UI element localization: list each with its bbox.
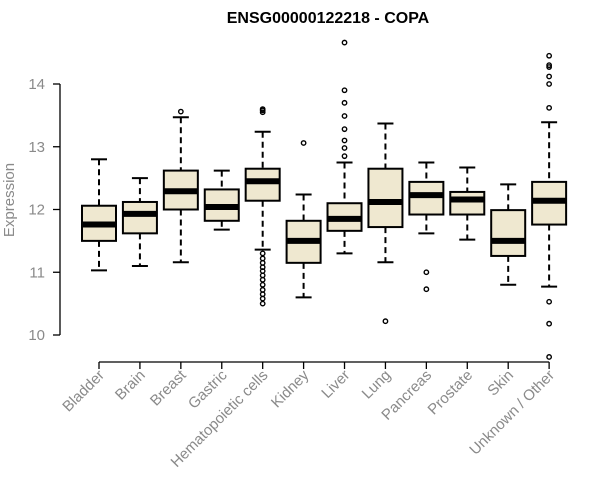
outlier-point xyxy=(341,99,348,106)
outlier-point xyxy=(546,73,553,80)
outlier-point xyxy=(546,62,553,69)
outlier-point xyxy=(546,52,553,59)
box-gastric xyxy=(203,169,240,231)
outlier-point xyxy=(423,286,430,293)
outlier-point xyxy=(546,320,553,327)
outlier-point xyxy=(341,126,348,133)
box-liver xyxy=(326,39,363,255)
box-pancreas xyxy=(408,161,445,293)
outlier-point xyxy=(259,276,266,283)
y-tick-label: 11 xyxy=(29,264,45,281)
x-tick-label: Brain xyxy=(112,367,149,404)
box-iqr xyxy=(121,200,158,235)
box-iqr xyxy=(490,209,527,257)
box-iqr xyxy=(408,180,445,216)
box-series xyxy=(81,39,568,360)
x-tick-label: Bladder xyxy=(59,367,108,416)
outlier-point xyxy=(341,137,348,144)
outlier-point xyxy=(341,113,348,119)
x-tick-label: Prostate xyxy=(425,367,477,419)
outlier-point xyxy=(546,354,553,360)
box-iqr xyxy=(244,167,281,202)
x-tick-label: Kidney xyxy=(268,366,313,411)
outlier-point xyxy=(382,318,389,325)
box-kidney xyxy=(285,140,322,299)
outlier-point xyxy=(423,269,430,276)
outlier-point xyxy=(300,140,307,146)
box-skin xyxy=(490,183,527,286)
box-prostate xyxy=(449,166,486,241)
outlier-point xyxy=(341,153,348,160)
outlier-point xyxy=(177,108,184,115)
y-tick-label: 10 xyxy=(28,327,45,344)
box-iqr xyxy=(449,190,486,216)
outlier-point xyxy=(259,106,266,113)
outlier-point xyxy=(259,295,266,302)
box-iqr xyxy=(367,167,404,229)
outlier-point xyxy=(546,104,553,111)
y-tick-label: 14 xyxy=(28,76,45,93)
outlier-point xyxy=(341,145,348,151)
x-tick-label: Skin xyxy=(484,367,517,400)
outlier-point xyxy=(546,298,553,305)
chart-title: ENSG00000122218 - COPA xyxy=(227,10,430,27)
box-hematopoietic-cells xyxy=(244,106,281,307)
x-tick-label: Breast xyxy=(147,366,190,409)
outlier-point xyxy=(259,281,266,288)
outlier-point xyxy=(259,300,266,307)
y-axis-title: Expression xyxy=(1,163,18,237)
box-brain xyxy=(121,177,158,267)
outlier-point xyxy=(259,250,266,257)
y-tick-label: 13 xyxy=(28,139,45,156)
box-unknown-other xyxy=(531,52,568,360)
outlier-point xyxy=(341,87,348,94)
box-bladder xyxy=(81,158,117,272)
y-tick-label: 12 xyxy=(28,202,45,219)
outlier-point xyxy=(546,81,553,87)
y-axis-ticks: 10 11 12 13 14 xyxy=(28,76,60,344)
box-breast xyxy=(162,108,199,264)
x-tick-label: Lung xyxy=(359,367,395,403)
outlier-point xyxy=(341,39,348,46)
x-tick-label: Liver xyxy=(318,367,353,402)
box-lung xyxy=(367,122,404,325)
